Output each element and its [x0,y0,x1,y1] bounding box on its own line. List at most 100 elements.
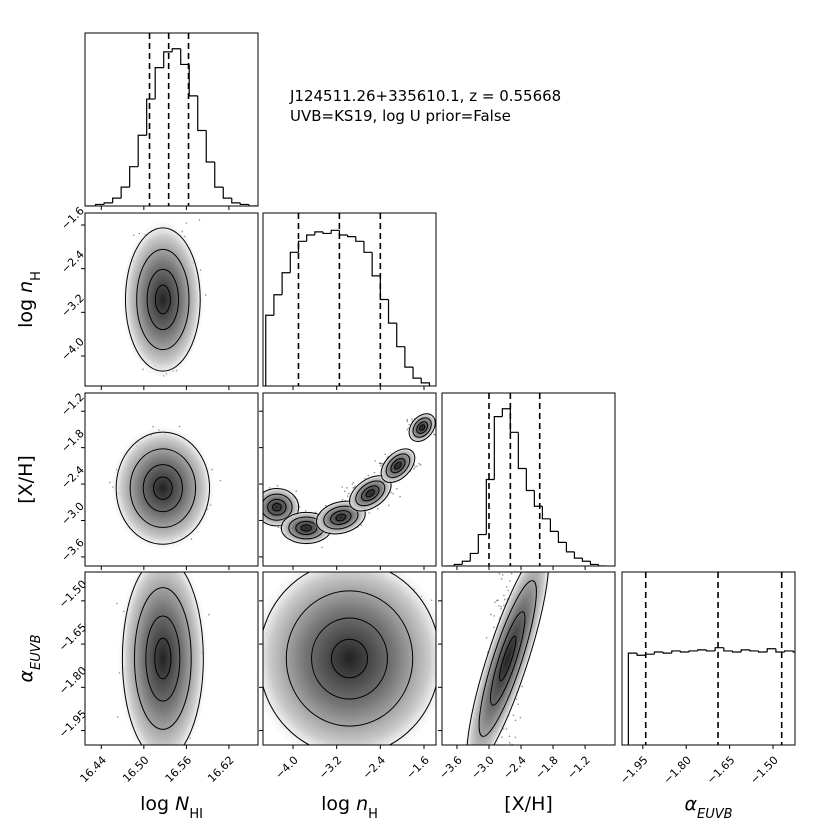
hist-bin [525,468,535,492]
annotation: UVB=KS19, log U prior=False [290,107,511,125]
sample-point [510,572,513,575]
sample-point [506,570,508,572]
x-tick-label: −3.2 [316,754,344,782]
hist-bin [412,367,422,379]
x-tick-label: −1.2 [565,754,593,782]
sample-point [341,486,343,488]
hist-bin [404,346,414,368]
sample-point [498,572,501,575]
sample-point [517,703,520,706]
sample-point [411,418,413,421]
hist-bin [517,432,527,470]
sample-point [494,601,496,604]
label-part: H [29,271,44,281]
sample-point [514,736,517,739]
contour [134,587,192,730]
hist-bin [338,230,348,236]
contour [263,488,300,527]
y-tick-label: −1.80 [56,664,89,697]
sample-point [497,599,499,602]
y-axis-label: log nH [15,271,44,328]
sample-point [500,578,503,580]
sample-point [151,755,153,757]
hist-bin [792,650,795,653]
label-part: n [15,281,37,293]
sample-point [517,522,519,524]
hist-bin [705,649,716,652]
sample-point [379,462,381,465]
hist-bin [766,648,776,653]
hist-bin [627,652,638,745]
hist-bin [645,653,655,656]
panel-frame [84,392,259,567]
sample-point [501,736,503,738]
x-tick-label: 16.44 [78,754,109,785]
sample-point [392,492,394,495]
sample-point [498,522,500,524]
contour [136,248,190,351]
sample-point [374,460,377,462]
sample-point [321,546,323,549]
x-tick-label: −2.4 [360,754,388,782]
contour [267,498,287,516]
sample-point [388,504,390,507]
hist-bin [565,542,575,553]
sample-point [508,735,511,738]
sample-point [343,490,346,493]
contour [154,284,171,315]
sample-point [384,453,386,456]
sample-point [500,605,502,608]
density [121,187,207,380]
sample-point [508,742,511,744]
contour [361,485,380,502]
hist-bin [420,378,431,386]
sample-point [204,294,207,296]
hist-bin [453,563,463,566]
y-tick-label: −3.6 [59,536,87,564]
hist-bin [723,647,733,652]
hist-bin [396,323,405,348]
sample-point [308,748,310,750]
contour [365,489,375,498]
sample-point [396,487,398,490]
hist-bin [306,234,315,242]
sample-point [184,187,186,189]
hist-bin [757,650,768,653]
annotation: J124511.26+335610.1, z = 0.55668 [289,87,561,105]
hist-bin [205,130,215,163]
hist-bin [557,531,567,544]
contour [330,510,352,525]
hist-bin [509,408,519,433]
sample-point [416,465,418,467]
density [462,522,554,745]
density-fill [462,572,554,745]
contour [129,448,197,528]
hist-bin [95,203,105,206]
x-tick-label: −1.6 [404,754,432,782]
contour [146,268,180,331]
x-tick-label: −4.0 [273,754,301,782]
hist-bin [154,67,164,100]
y-axis-label: αEUVB [15,634,44,682]
sample-point [505,728,508,730]
hist-bin [120,186,130,199]
sample-point [152,746,154,748]
contour [142,464,183,513]
y-tick-label: −1.65 [56,621,89,654]
x-tick-label: −1.80 [661,754,694,787]
density-fill [347,473,394,513]
label-part: EUVB [697,807,733,822]
sample-point [153,550,155,552]
contour [271,502,282,512]
panel-frame [621,571,796,746]
sample-point [448,699,450,701]
panel-frame [84,32,259,207]
hist-bin [222,187,232,199]
sample-point [185,222,188,224]
x-axis-label: [X/H] [504,793,553,815]
contour [412,417,432,438]
hist-bin [636,653,646,656]
x-tick-label: 16.62 [205,754,236,785]
hist-bin [469,552,479,562]
hist-bin [697,649,707,651]
